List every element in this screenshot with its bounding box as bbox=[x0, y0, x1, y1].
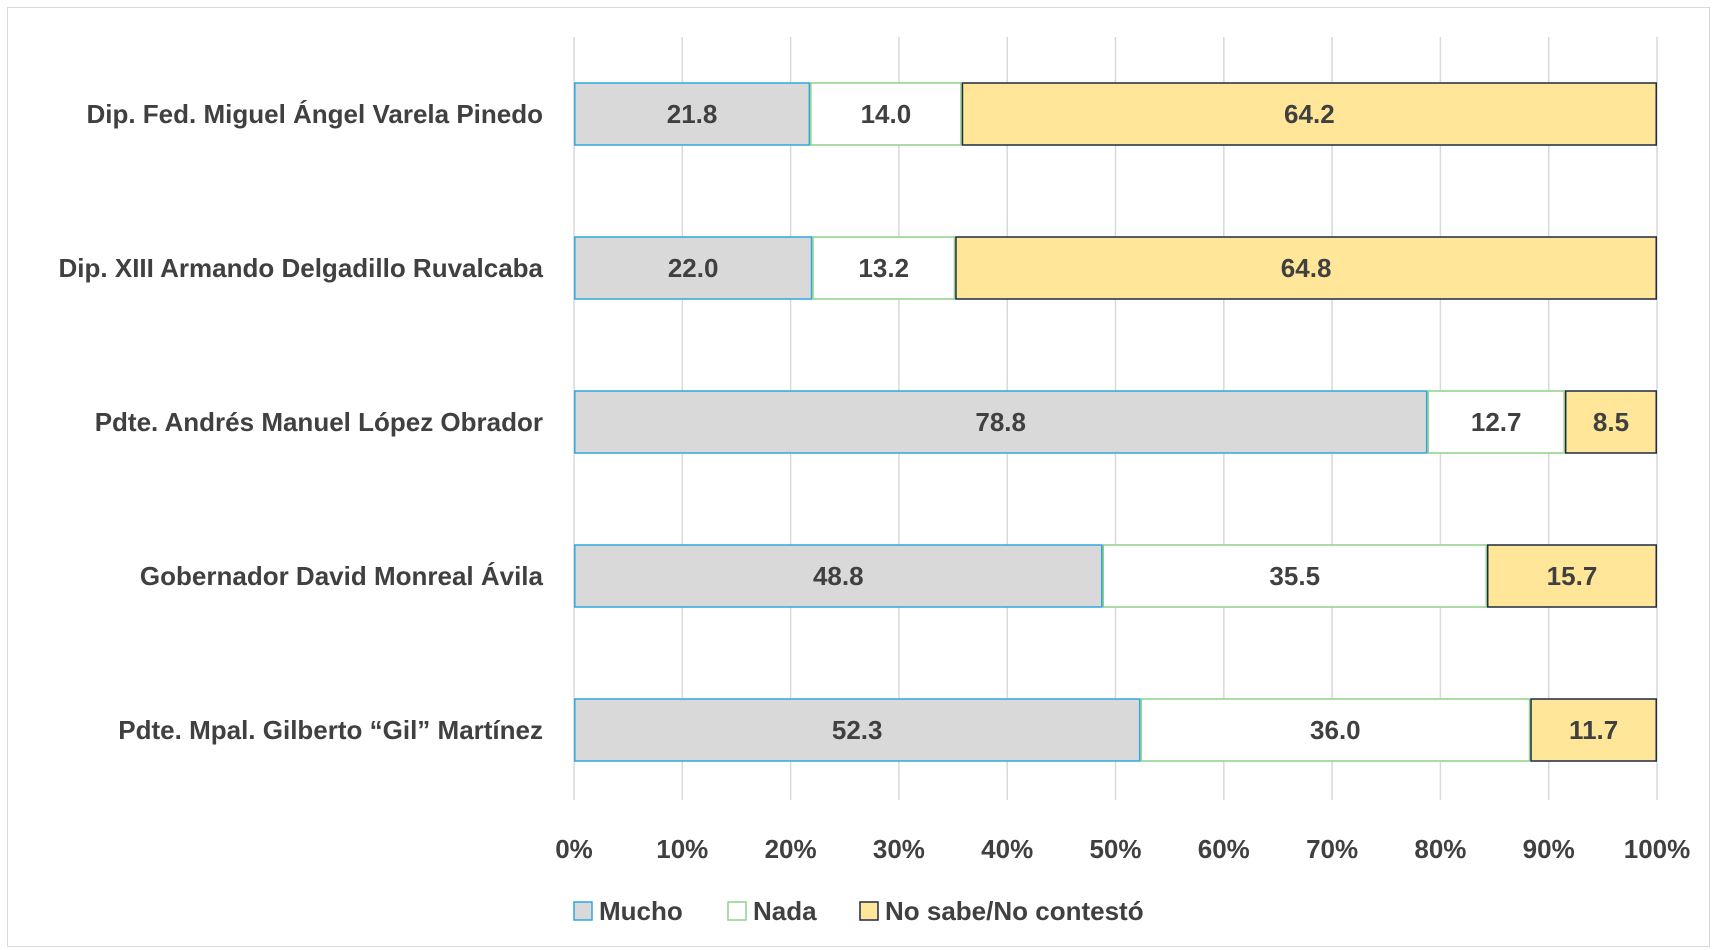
legend-label: Nada bbox=[753, 896, 817, 926]
legend-item-no-sabe-no-contest-: No sabe/No contestó bbox=[859, 896, 1144, 926]
chart-border bbox=[7, 7, 1710, 947]
data-label: 35.5 bbox=[1269, 561, 1320, 591]
bar-no-sabe-no-contest--1 bbox=[955, 236, 1657, 300]
data-label: 15.7 bbox=[1547, 561, 1598, 591]
x-tick-label: 80% bbox=[1414, 834, 1466, 864]
data-label: 36.0 bbox=[1310, 715, 1361, 745]
data-label: 48.8 bbox=[813, 561, 864, 591]
x-tick-label: 30% bbox=[873, 834, 925, 864]
category-label: Pdte. Andrés Manuel López Obrador bbox=[95, 407, 543, 437]
bar-no-sabe-no-contest--3 bbox=[1486, 544, 1657, 608]
category-label: Gobernador David Monreal Ávila bbox=[140, 561, 544, 591]
legend-label: Mucho bbox=[599, 896, 683, 926]
data-label: 78.8 bbox=[975, 407, 1026, 437]
legend-label: No sabe/No contestó bbox=[885, 896, 1144, 926]
data-label: 64.2 bbox=[1284, 99, 1335, 129]
x-tick-label: 10% bbox=[656, 834, 708, 864]
bar-no-sabe-no-contest--2 bbox=[1564, 390, 1657, 454]
data-labels: 21.8 14.0 64.2 22.0 13.2 64.8 78.8 12.7 8.5 48.8 3… bbox=[667, 99, 1629, 745]
bar-nada-2 bbox=[1427, 390, 1565, 454]
bar-no-sabe-no-contest--0 bbox=[961, 82, 1657, 146]
data-label: 12.7 bbox=[1471, 407, 1522, 437]
x-tick-label: 0% bbox=[555, 834, 593, 864]
bar-mucho-1 bbox=[574, 236, 813, 300]
bar-mucho-0 bbox=[574, 82, 811, 146]
x-tick-label: 50% bbox=[1089, 834, 1141, 864]
x-tick-label: 20% bbox=[765, 834, 817, 864]
bar-no-sabe-no-contest--4 bbox=[1530, 698, 1657, 762]
legend-swatch bbox=[727, 901, 747, 921]
data-label: 11.7 bbox=[1569, 715, 1618, 745]
legend-item-nada: Nada bbox=[727, 896, 817, 926]
data-label: 13.2 bbox=[858, 253, 909, 283]
bar-nada-4 bbox=[1140, 698, 1531, 762]
bar-nada-1 bbox=[812, 236, 956, 300]
x-tick-label: 70% bbox=[1306, 834, 1358, 864]
legend-item-mucho: Mucho bbox=[573, 896, 683, 926]
data-label: 8.5 bbox=[1593, 407, 1629, 437]
x-tick-label: 40% bbox=[981, 834, 1033, 864]
data-label: 64.8 bbox=[1281, 253, 1332, 283]
category-label: Dip. Fed. Miguel Ángel Varela Pinedo bbox=[86, 99, 543, 129]
bar-nada-3 bbox=[1102, 544, 1487, 608]
category-label: Pdte. Mpal. Gilberto “Gil” Martínez bbox=[118, 715, 543, 745]
data-label: 21.8 bbox=[667, 99, 718, 129]
bar-mucho-2 bbox=[574, 390, 1428, 454]
x-tick-label: 100% bbox=[1624, 834, 1691, 864]
bar-mucho-3 bbox=[574, 544, 1103, 608]
data-label: 52.3 bbox=[832, 715, 883, 745]
bars bbox=[574, 82, 1657, 762]
bar-nada-0 bbox=[810, 82, 962, 146]
legend-swatch bbox=[859, 901, 879, 921]
category-label: Dip. XIII Armando Delgadillo Ruvalcaba bbox=[59, 253, 544, 283]
bar-mucho-4 bbox=[574, 698, 1141, 762]
x-axis-tick-labels: 0% 10% 20% 30% 40% 50% 60% 70% 80% 90% 100% bbox=[555, 834, 1690, 864]
data-label: 14.0 bbox=[861, 99, 912, 129]
category-labels: Dip. Fed. Miguel Ángel Varela Pinedo Dip.… bbox=[59, 99, 544, 745]
legend-swatch bbox=[573, 901, 593, 921]
x-tick-label: 90% bbox=[1523, 834, 1575, 864]
x-tick-label: 60% bbox=[1198, 834, 1250, 864]
legend: Mucho Nada No sabe/No contestó bbox=[573, 896, 1144, 926]
data-label: 22.0 bbox=[668, 253, 719, 283]
